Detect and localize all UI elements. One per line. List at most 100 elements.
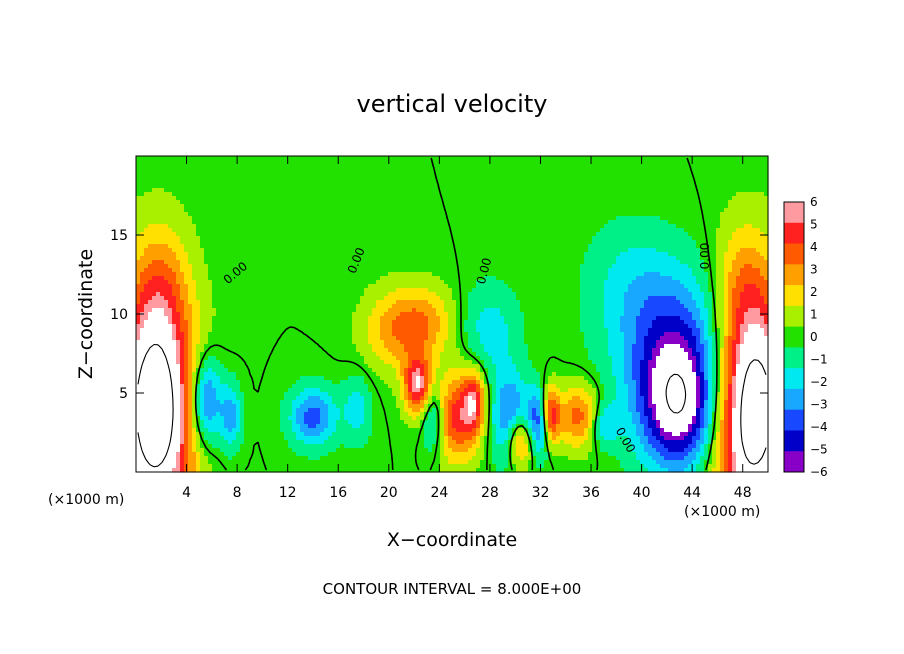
heatmap-cell <box>548 232 553 237</box>
heatmap-cell <box>264 216 269 221</box>
heatmap-cell <box>452 228 457 233</box>
heatmap-cell <box>720 240 725 245</box>
heatmap-cell <box>372 204 377 209</box>
heatmap-cell <box>632 160 637 165</box>
heatmap-cell <box>656 256 661 261</box>
heatmap-cell <box>360 280 365 285</box>
heatmap-cell <box>672 180 677 185</box>
heatmap-cell <box>144 216 149 221</box>
heatmap-cell <box>216 240 221 245</box>
heatmap-cell <box>576 252 581 257</box>
heatmap-cell <box>676 216 681 221</box>
heatmap-cell <box>292 232 297 237</box>
heatmap-cell <box>372 184 377 189</box>
heatmap-cell <box>260 248 265 253</box>
heatmap-cell <box>560 160 565 165</box>
heatmap-cell <box>140 236 145 241</box>
heatmap-cell <box>468 260 473 265</box>
heatmap-cell <box>496 164 501 169</box>
heatmap-cell <box>168 228 173 233</box>
heatmap-cell <box>148 252 153 257</box>
heatmap-cell <box>552 244 557 249</box>
heatmap-cell <box>716 156 721 161</box>
heatmap-cell <box>236 268 241 273</box>
heatmap-cell <box>532 192 537 197</box>
heatmap-cell <box>204 172 209 177</box>
heatmap-cell <box>440 244 445 249</box>
heatmap-cell <box>588 172 593 177</box>
heatmap-cell <box>500 232 505 237</box>
heatmap-cell <box>460 252 465 257</box>
heatmap-cell <box>428 204 433 209</box>
heatmap-cell <box>536 276 541 281</box>
heatmap-cell <box>180 260 185 265</box>
heatmap-cell <box>648 176 653 181</box>
heatmap-cell <box>596 168 601 173</box>
heatmap-cell <box>428 212 433 217</box>
heatmap-cell <box>688 196 693 201</box>
heatmap-cell <box>496 160 501 165</box>
heatmap-cell <box>388 160 393 165</box>
heatmap-cell <box>368 224 373 229</box>
heatmap-cell <box>284 244 289 249</box>
heatmap-cell <box>400 212 405 217</box>
heatmap-cell <box>668 176 673 181</box>
heatmap-cell <box>748 252 753 257</box>
heatmap-cell <box>516 236 521 241</box>
heatmap-cell <box>620 184 625 189</box>
heatmap-cell <box>756 184 761 189</box>
heatmap-cell <box>696 176 701 181</box>
heatmap-cell <box>312 220 317 225</box>
heatmap-cell <box>528 244 533 249</box>
heatmap-cell <box>252 276 257 281</box>
heatmap-cell <box>168 268 173 273</box>
heatmap-cell <box>148 280 153 285</box>
heatmap-cell <box>180 268 185 273</box>
heatmap-cell <box>268 180 273 185</box>
heatmap-cell <box>172 244 177 249</box>
heatmap-cell <box>368 236 373 241</box>
heatmap-cell <box>512 188 517 193</box>
heatmap-cell <box>652 224 657 229</box>
heatmap-cell <box>368 240 373 245</box>
heatmap-cell <box>540 240 545 245</box>
heatmap-cell <box>752 232 757 237</box>
heatmap-cell <box>476 164 481 169</box>
heatmap-cell <box>604 252 609 257</box>
heatmap-cell <box>576 164 581 169</box>
heatmap-cell <box>236 236 241 241</box>
heatmap-cell <box>380 180 385 185</box>
heatmap-cell <box>292 220 297 225</box>
heatmap-cell <box>284 268 289 273</box>
heatmap-cell <box>608 168 613 173</box>
heatmap-cell <box>368 272 373 277</box>
heatmap-cell <box>364 228 369 233</box>
heatmap-cell <box>644 260 649 265</box>
heatmap-cell <box>612 276 617 281</box>
heatmap-cell <box>628 244 633 249</box>
heatmap-cell <box>532 264 537 269</box>
heatmap-cell <box>308 252 313 257</box>
heatmap-cell <box>228 204 233 209</box>
heatmap-cell <box>400 236 405 241</box>
heatmap-cell <box>256 164 261 169</box>
heatmap-cell <box>712 224 717 229</box>
heatmap-cell <box>216 160 221 165</box>
heatmap-cell <box>760 208 765 213</box>
heatmap-cell <box>360 208 365 213</box>
heatmap-cell <box>676 172 681 177</box>
heatmap-cell <box>260 172 265 177</box>
heatmap-cell <box>320 280 325 285</box>
heatmap-cell <box>604 244 609 249</box>
heatmap-cell <box>732 256 737 261</box>
heatmap-cell <box>616 220 621 225</box>
heatmap-cell <box>304 256 309 261</box>
heatmap-cell <box>200 168 205 173</box>
heatmap-cell <box>184 268 189 273</box>
heatmap-cell <box>724 208 729 213</box>
heatmap-cell <box>520 208 525 213</box>
heatmap-cell <box>352 176 357 181</box>
heatmap-cell <box>408 200 413 205</box>
heatmap-cell <box>456 220 461 225</box>
heatmap-cell <box>704 200 709 205</box>
